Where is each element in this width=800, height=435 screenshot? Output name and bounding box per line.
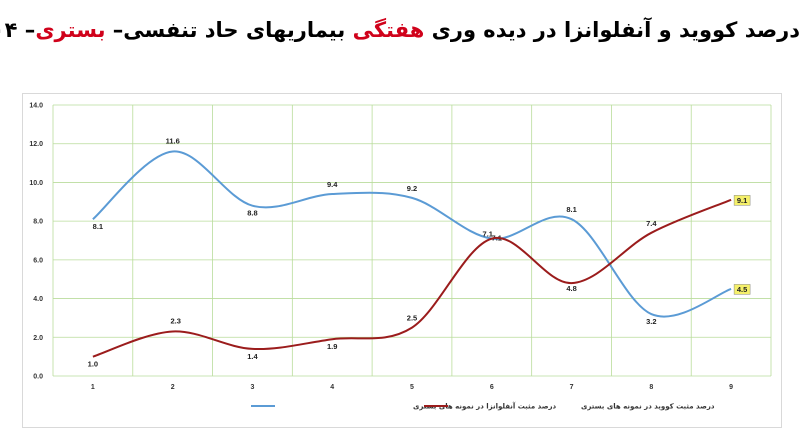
y-tick-label: 0.0	[33, 374, 43, 381]
data-label: 4.5	[737, 285, 747, 294]
chart-area: 0.0 2.0 4.0 6.0 8.0 10.0 12.0 14.0 1 2 3 4 5 6 7 8 9 8.1 1…	[22, 93, 782, 428]
data-label: 3.2	[646, 317, 656, 326]
data-label: 9.1	[737, 196, 747, 205]
y-tick-label: 14.0	[29, 103, 43, 110]
data-label: 8.8	[247, 209, 257, 218]
data-label: 1.0	[88, 360, 98, 369]
data-label: 1.9	[327, 342, 337, 351]
legend-label-influenza: درصد مثبت آنفلوانزا در نمونه های بستری	[413, 402, 556, 411]
title-highlight-weekly: هفتگی	[352, 18, 425, 42]
x-tick-label: 1	[91, 384, 95, 391]
y-tick-label: 4.0	[33, 296, 43, 303]
data-label: 9.4	[327, 180, 338, 189]
x-tick-label: 2	[171, 384, 175, 391]
series-line-covid	[92, 198, 732, 358]
y-tick-label: 10.0	[29, 180, 43, 187]
y-tick-label: 6.0	[33, 257, 43, 264]
title-part1: درصد کووید و آنفلوانزا در دیده وری	[424, 18, 800, 42]
data-label: 2.3	[170, 316, 180, 325]
data-label: 8.1	[566, 205, 576, 214]
data-label: 8.1	[93, 222, 103, 231]
data-label-highlight	[733, 195, 751, 206]
data-label: 7.4	[646, 219, 657, 228]
title-part3: – ۱۴۰۴	[0, 18, 36, 42]
data-label: 11.6	[166, 136, 180, 145]
x-tick-label: 3	[250, 384, 254, 391]
data-label: 7.1	[483, 230, 493, 239]
x-tick-label: 4	[330, 384, 334, 391]
legend-label-covid: درصد مثبت کووید در نمونه های بستری	[581, 403, 715, 411]
plot-background	[53, 105, 771, 376]
y-tick-label: 12.0	[29, 141, 43, 148]
y-tick-label: 2.0	[33, 335, 43, 342]
data-label: 9.2	[407, 184, 417, 193]
x-tick-label: 7	[570, 384, 574, 391]
data-label: 2.5	[407, 314, 417, 323]
title-part2: بیماریهای حاد تنفسی–	[105, 18, 353, 42]
data-label-highlight	[733, 284, 751, 295]
line-chart: 0.0 2.0 4.0 6.0 8.0 10.0 12.0 14.0 1 2 3 4 5 6 7 8 9 8.1 1…	[29, 103, 772, 411]
series-line-influenza	[92, 150, 732, 318]
x-tick-label: 8	[649, 384, 653, 391]
y-tick-label: 8.0	[33, 219, 43, 226]
chart-title: درصد کووید و آنفلوانزا در دیده وری هفتگی…	[0, 18, 800, 42]
data-label: 1.4	[247, 352, 258, 361]
title-highlight-inpatient: بستری	[35, 18, 106, 42]
data-label: 4.8	[566, 284, 576, 293]
x-tick-label: 5	[410, 384, 414, 391]
x-tick-label: 9	[729, 384, 733, 391]
x-tick-label: 6	[490, 384, 494, 391]
